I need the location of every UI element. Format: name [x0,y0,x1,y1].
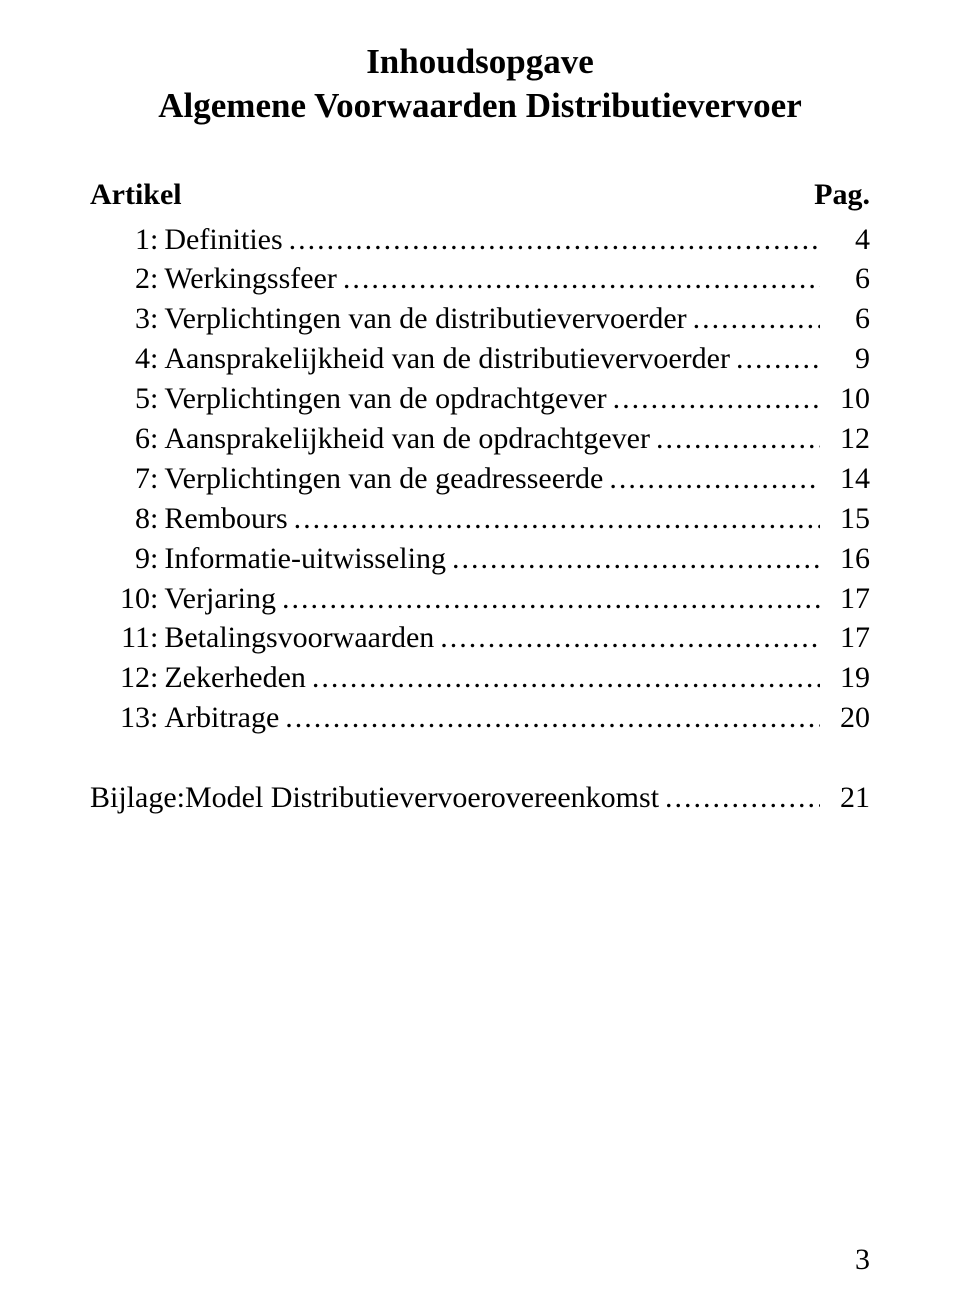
toc-item-label: Informatie-uitwisseling [164,539,446,579]
toc-attachment-label: Model Distributievervoerovereenkomst [185,778,659,818]
toc-row: 5:Verplichtingen van de opdrachtgever...… [90,379,870,419]
toc-item-number: 1 [90,220,150,260]
toc-leader-dots: ........................................… [650,419,820,459]
toc-leader-dots: ........................................… [607,379,820,419]
title-line-1: Inhoudsopgave [90,40,870,84]
toc-item-page: 4 [820,220,870,260]
toc-item-separator: : [150,459,164,499]
toc-item-label: Werkingssfeer [164,259,337,299]
toc-item-label: Verplichtingen van de distributievervoer… [164,299,686,339]
toc-item-number: 13 [90,698,150,738]
document-title: Inhoudsopgave Algemene Voorwaarden Distr… [90,40,870,128]
toc-leader-dots: ........................................… [283,220,820,260]
toc-item-number: 9 [90,539,150,579]
toc-item-separator: : [150,379,164,419]
toc-leader-dots: ........................................… [730,339,820,379]
toc-header-left: Artikel [90,178,182,212]
toc-row: 8:Rembours..............................… [90,499,870,539]
toc-item-number: 11 [90,618,150,658]
toc-row: 7:Verplichtingen van de geadresseerde...… [90,459,870,499]
toc-item-page: 17 [820,618,870,658]
toc-attachment-row: Bijlage: Model Distributievervoerovereen… [90,778,870,818]
toc-leader-dots: ........................................… [288,499,820,539]
toc-item-page: 10 [820,379,870,419]
toc-item-page: 12 [820,419,870,459]
toc-item-number: 5 [90,379,150,419]
toc-row: 10:Verjaring............................… [90,579,870,619]
toc-leader-dots: ........................................… [279,698,820,738]
toc-item-number: 3 [90,299,150,339]
toc-item-separator: : [150,299,164,339]
toc-item-page: 19 [820,658,870,698]
toc-row: 13:Arbitrage............................… [90,698,870,738]
toc-leader-dots: ........................................… [603,459,820,499]
toc-leader-dots: ........................................… [434,618,820,658]
toc-row: 6:Aansprakelijkheid van de opdrachtgever… [90,419,870,459]
toc-leader-dots: ........................................… [687,299,820,339]
toc-item-label: Verplichtingen van de opdrachtgever [164,379,606,419]
toc-leader-dots: ........................................… [446,539,820,579]
toc-item-separator: : [150,339,164,379]
toc-attachment-prefix: Bijlage: [90,778,185,818]
toc-row: 3:Verplichtingen van de distributievervo… [90,299,870,339]
toc-item-separator: : [150,698,164,738]
toc-item-page: 15 [820,499,870,539]
toc-leader-dots: ........................................… [659,778,820,818]
toc-row: 2:Werkingssfeer.........................… [90,259,870,299]
toc-row: 11:Betalingsvoorwaarden.................… [90,618,870,658]
toc-item-separator: : [150,259,164,299]
toc-list: 1:Definities............................… [90,220,870,739]
toc-row: 12:Zekerheden...........................… [90,658,870,698]
toc-item-number: 10 [90,579,150,619]
toc-item-label: Zekerheden [164,658,306,698]
toc-leader-dots: ........................................… [337,259,820,299]
toc-item-number: 12 [90,658,150,698]
toc-item-label: Verjaring [164,579,276,619]
toc-leader-dots: ........................................… [276,579,820,619]
toc-item-page: 14 [820,459,870,499]
toc-attachment: Bijlage: Model Distributievervoerovereen… [90,778,870,818]
toc-item-separator: : [150,220,164,260]
toc-header-row: Artikel Pag. [90,178,870,212]
toc-row: 1:Definities............................… [90,220,870,260]
toc-item-separator: : [150,579,164,619]
toc-attachment-page: 21 [820,778,870,818]
toc-item-page: 20 [820,698,870,738]
toc-item-separator: : [150,539,164,579]
toc-item-label: Verplichtingen van de geadresseerde [164,459,603,499]
toc-item-number: 4 [90,339,150,379]
toc-item-separator: : [150,658,164,698]
toc-item-label: Rembours [164,499,287,539]
toc-item-page: 6 [820,259,870,299]
toc-item-page: 17 [820,579,870,619]
toc-header-right: Pag. [814,178,870,212]
toc-row: 4:Aansprakelijkheid van de distributieve… [90,339,870,379]
page-number: 3 [855,1243,870,1277]
toc-item-label: Betalingsvoorwaarden [164,618,434,658]
toc-item-separator: : [150,419,164,459]
toc-item-label: Definities [164,220,282,260]
toc-item-page: 16 [820,539,870,579]
toc-row: 9:Informatie-uitwisseling...............… [90,539,870,579]
toc-item-number: 8 [90,499,150,539]
toc-item-page: 6 [820,299,870,339]
toc-leader-dots: ........................................… [306,658,820,698]
title-line-2: Algemene Voorwaarden Distributievervoer [90,84,870,128]
toc-item-label: Aansprakelijkheid van de distributieverv… [164,339,730,379]
toc-item-number: 7 [90,459,150,499]
toc-item-number: 2 [90,259,150,299]
toc-item-separator: : [150,499,164,539]
toc-item-page: 9 [820,339,870,379]
toc-item-label: Arbitrage [164,698,279,738]
toc-item-label: Aansprakelijkheid van de opdrachtgever [164,419,650,459]
toc-item-separator: : [150,618,164,658]
toc-item-number: 6 [90,419,150,459]
